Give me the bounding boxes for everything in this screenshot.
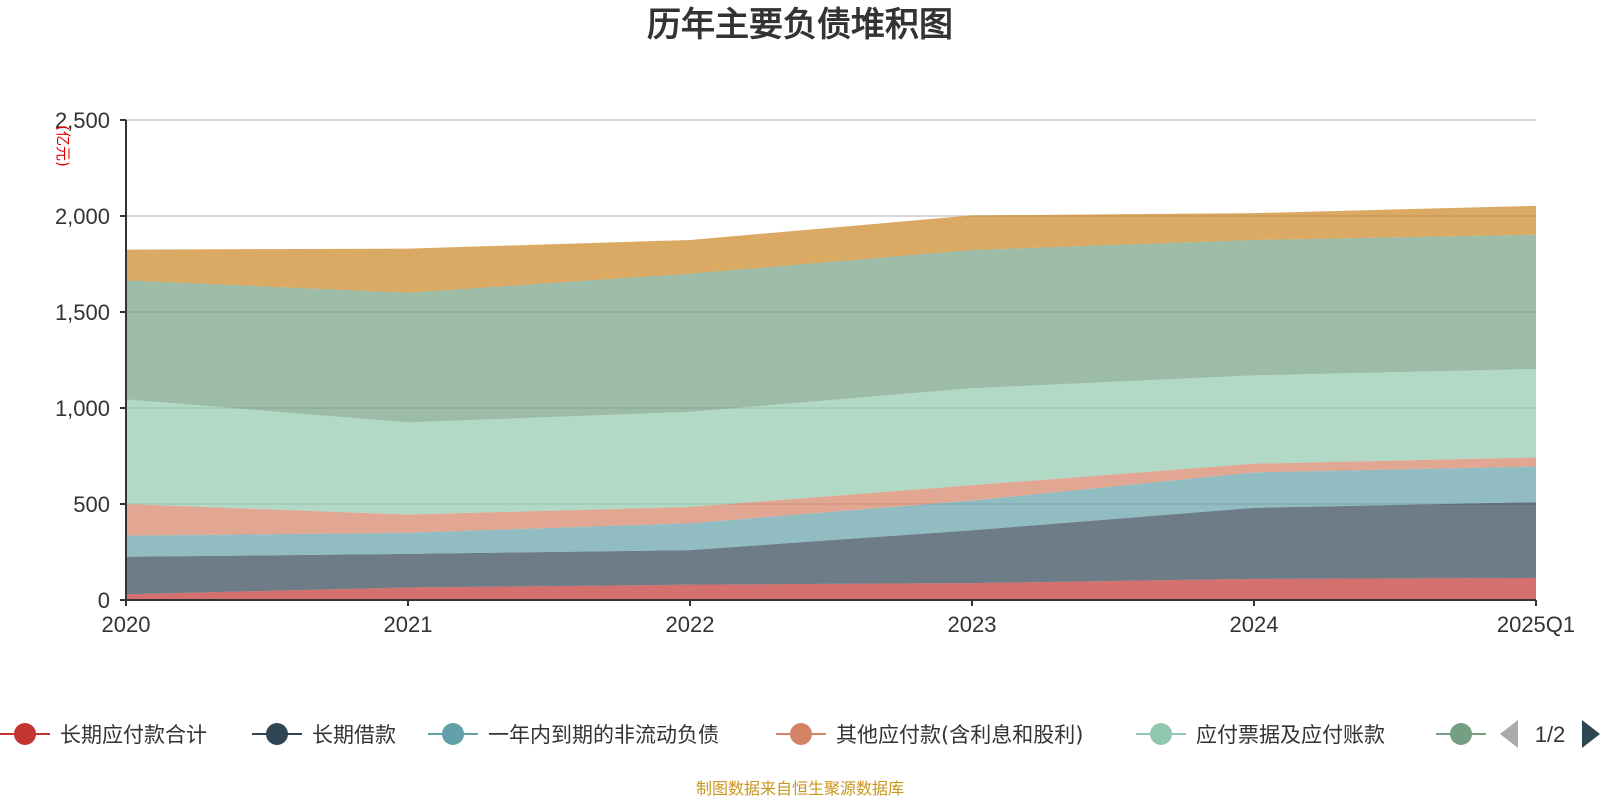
legend-label: 一年内到期的非流动负债 — [488, 723, 719, 747]
chart-title: 历年主要负债堆积图 — [647, 5, 953, 45]
legend-item-2[interactable]: 长期借款 — [252, 723, 396, 747]
x-axis-ticks: 2020 2021 2022 2023 2024 2025Q1 — [102, 600, 1575, 637]
triangle-right-icon[interactable] — [1582, 720, 1600, 748]
legend-marker-icon — [266, 723, 288, 745]
y-tick-label: 2,000 — [55, 204, 110, 229]
legend-label: 长期借款 — [312, 723, 396, 747]
y-tick-label: 0 — [98, 588, 110, 613]
legend-marker-icon — [1150, 723, 1172, 745]
legend: 长期应付款合计 长期借款 一年内到期的非流动负债 其他应付款(含利息和股利) 应付票据及… — [0, 723, 1486, 747]
legend-label: 长期应付款合计 — [60, 723, 207, 747]
stacked-areas — [126, 205, 1536, 600]
x-tick-label: 2020 — [102, 612, 151, 637]
area-series-3 — [126, 466, 1536, 557]
legend-item-3[interactable]: 一年内到期的非流动负债 — [428, 723, 719, 747]
axes — [125, 120, 1536, 601]
y-tick-label: 1,000 — [55, 396, 110, 421]
y-tick-label: 500 — [73, 492, 110, 517]
triangle-left-icon[interactable] — [1500, 720, 1518, 748]
legend-item-1[interactable]: 长期应付款合计 — [0, 723, 207, 747]
y-tick-label: 1,500 — [55, 300, 110, 325]
legend-marker-icon — [14, 723, 36, 745]
y-axis-unit-label: (亿元) — [54, 125, 72, 167]
area-series-7 — [126, 205, 1536, 293]
legend-item-4[interactable]: 其他应付款(含利息和股利) — [776, 723, 1083, 747]
x-tick-label: 2023 — [948, 612, 997, 637]
x-tick-label: 2021 — [384, 612, 433, 637]
legend-pager: 1/2 — [1500, 720, 1600, 748]
legend-label: 应付票据及应付账款 — [1196, 723, 1385, 747]
x-tick-label: 2024 — [1230, 612, 1279, 637]
area-series-4 — [126, 457, 1536, 536]
legend-page-indicator: 1/2 — [1535, 722, 1566, 747]
legend-item-6[interactable] — [1436, 723, 1486, 745]
x-tick-label: 2022 — [666, 612, 715, 637]
legend-label: 其他应付款(含利息和股利) — [836, 723, 1083, 747]
area-series-6 — [126, 234, 1536, 423]
area-series-5 — [126, 369, 1536, 515]
legend-item-5[interactable]: 应付票据及应付账款 — [1136, 723, 1385, 747]
y-tick-label: 2,500 — [55, 108, 110, 133]
x-tick-label: 2025Q1 — [1497, 612, 1575, 637]
legend-marker-icon — [442, 723, 464, 745]
y-axis-ticks: 0 500 1,000 1,500 2,000 2,500 — [55, 108, 126, 613]
legend-marker-icon — [1450, 723, 1472, 745]
data-source-note: 制图数据来自恒生聚源数据库 — [696, 779, 904, 798]
area-series-2 — [126, 502, 1536, 595]
legend-marker-icon — [790, 723, 812, 745]
area-series-1 — [126, 577, 1536, 600]
